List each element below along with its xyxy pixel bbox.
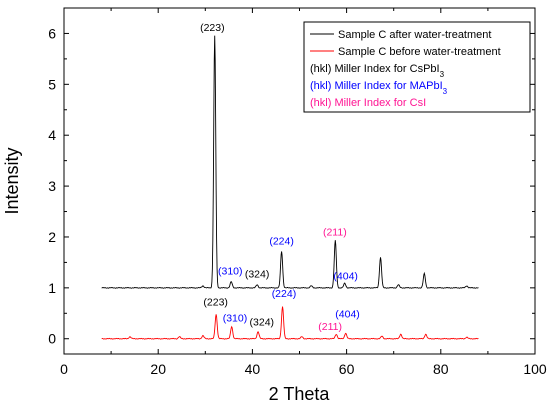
y-tick-label: 0 (48, 331, 56, 347)
y-axis-title: Intensity (2, 147, 22, 214)
legend-entry: Sample C before water-treatment (338, 46, 501, 58)
peak-annotation: (404) (333, 271, 358, 283)
y-tick-label: 2 (48, 229, 56, 245)
x-tick-label: 0 (60, 361, 68, 377)
peak-annotation: (310) (223, 312, 248, 324)
peak-annotation: (223) (200, 22, 225, 34)
axis-ticks: 0 20 40 60 80 100 0 1 2 3 4 5 6 (48, 8, 547, 377)
y-tick-label: 3 (48, 178, 56, 194)
legend: Sample C after water-treatment Sample C b… (303, 21, 531, 113)
peak-annotation: (224) (269, 236, 294, 248)
series-line-1 (101, 35, 479, 289)
y-tick-label: 6 (48, 25, 56, 41)
legend-entry: (hkl) Miller Index for CsI (310, 97, 426, 109)
x-tick-label: 40 (245, 361, 261, 377)
peak-annotation: (404) (335, 308, 360, 320)
peak-annotation: (211) (318, 321, 342, 333)
legend-entry: (hkl) Miller Index for MAPbI3 (310, 80, 448, 96)
legend-entry: (hkl) Miller Index for CsPbI3 (310, 63, 445, 79)
x-tick-label: 80 (433, 361, 449, 377)
y-tick-label: 1 (48, 280, 56, 296)
legend-box (303, 21, 531, 113)
series-group (101, 35, 479, 340)
peak-annotation: (324) (250, 317, 275, 329)
x-tick-label: 20 (150, 361, 166, 377)
legend-entry: Sample C after water-treatment (338, 29, 491, 41)
x-axis-title: 2 Theta (269, 384, 331, 404)
peak-annotation: (324) (245, 269, 270, 281)
x-tick-label: 100 (523, 361, 547, 377)
peak-annotation: (224) (272, 288, 297, 300)
peak-annotation: (223) (203, 297, 228, 309)
annotation-group: (223)(310) (324)(224)(211)(404)(223)(310)… (200, 22, 360, 333)
peak-annotation: (310) (218, 266, 243, 278)
y-tick-label: 4 (48, 127, 56, 143)
y-tick-label: 5 (48, 76, 56, 92)
series-line-2 (101, 306, 479, 340)
peak-annotation: (211) (323, 226, 347, 238)
x-tick-label: 60 (339, 361, 355, 377)
